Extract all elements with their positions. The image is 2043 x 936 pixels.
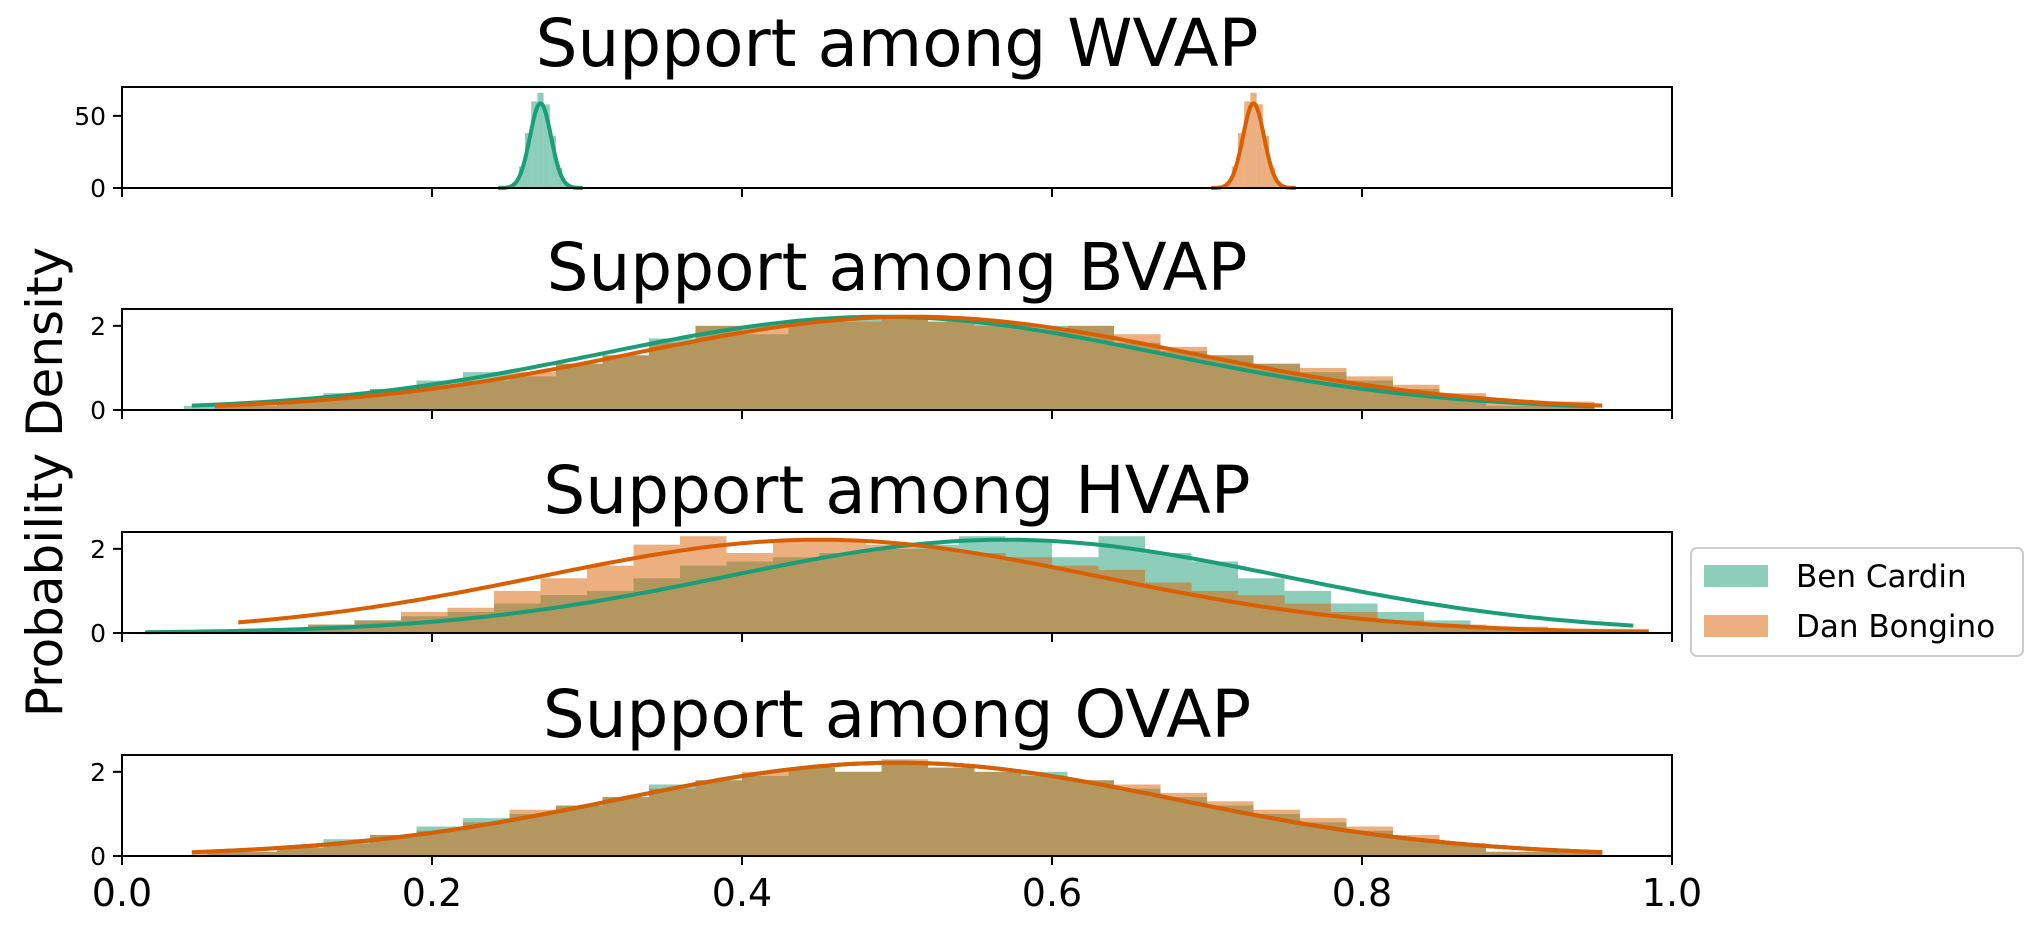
histogram-bar <box>974 325 1021 410</box>
histogram-bar <box>1067 780 1114 856</box>
panel-hvap: Support among HVAP 02 <box>90 452 1673 648</box>
histogram-bar <box>649 788 696 856</box>
x-tick-label: 1.0 <box>1642 871 1702 915</box>
histogram-bar <box>1238 133 1245 188</box>
y-tick-label: 0 <box>90 174 106 203</box>
legend: Ben Cardin Dan Bongino <box>1690 547 2024 657</box>
histogram-bar <box>556 167 563 188</box>
kde-line <box>214 314 1603 408</box>
histogram-bar <box>525 133 532 188</box>
plot-area-hvap: 02 <box>90 531 1673 648</box>
histogram-bar <box>1231 166 1238 188</box>
plot-area-wvap: 0 50 <box>74 86 1673 203</box>
histogram-bar <box>556 805 603 856</box>
histogram-bar <box>742 325 789 410</box>
histogram-bar <box>215 405 277 410</box>
legend-swatch-dan-bongino <box>1704 615 1768 637</box>
histogram-bar <box>866 544 913 633</box>
histogram-bar <box>191 851 277 856</box>
y-tick-label: 50 <box>74 102 106 131</box>
legend-swatch-ben-cardin <box>1704 565 1768 587</box>
histogram-bar <box>1250 92 1257 188</box>
plot-area-bvap: 02 <box>90 308 1673 425</box>
legend-label: Dan Bongino <box>1796 609 1995 645</box>
x-tick-label: 0.4 <box>712 871 772 915</box>
x-tick-label: 0.2 <box>402 871 462 915</box>
panel-title: Support among WVAP <box>536 5 1259 82</box>
histogram-bar <box>1244 101 1251 188</box>
x-tick-label: 0.8 <box>1332 871 1392 915</box>
histogram-bar <box>1486 851 1603 856</box>
histogram-bar <box>1262 136 1269 188</box>
histogram-bar <box>788 767 835 856</box>
histogram-bar <box>531 101 538 188</box>
histogram-bar <box>509 372 556 410</box>
x-tick-labels: 0.0 0.2 0.4 0.6 0.8 1.0 <box>92 871 1702 915</box>
histogram-bar <box>835 321 882 410</box>
kde-line <box>238 537 1649 634</box>
kde-line <box>145 537 1634 635</box>
kde-line <box>1211 101 1296 190</box>
kde-line <box>191 760 1603 855</box>
histogram-bar <box>543 104 550 188</box>
histogram-bar <box>773 540 820 633</box>
histogram-bar <box>695 780 742 856</box>
histogram-bar <box>463 380 510 410</box>
axes-frame <box>121 86 1673 189</box>
y-tick-label: 2 <box>90 758 106 787</box>
histogram-bar <box>1021 776 1068 856</box>
y-axis-label: Probability Density <box>16 247 74 717</box>
histogram-bar <box>1256 104 1263 188</box>
histogram-bar <box>1021 330 1068 410</box>
histogram-bar <box>974 771 1021 856</box>
histogram-bar <box>881 759 928 856</box>
y-tick-label: 2 <box>90 312 106 341</box>
axes-frame <box>121 308 1673 411</box>
axes-frame <box>121 531 1673 634</box>
histogram-bar <box>1238 595 1285 633</box>
histogram-bar <box>912 548 959 633</box>
histogram-bar <box>323 843 370 856</box>
panel-ovap: Support among OVAP 02 <box>90 676 1673 871</box>
histogram-bar <box>518 166 525 188</box>
plot-area-ovap: 02 <box>90 754 1673 871</box>
y-tick-label: 0 <box>90 396 106 425</box>
histogram-bar <box>1424 624 1486 633</box>
panel-bvap: Support among BVAP 02 <box>90 229 1673 425</box>
histogram-bar <box>881 317 928 410</box>
panel-title: Support among HVAP <box>543 452 1250 529</box>
histogram-bar <box>277 401 324 410</box>
y-tick-label: 2 <box>90 535 106 564</box>
legend-label: Ben Cardin <box>1796 559 1967 595</box>
histogram-bar <box>602 355 649 410</box>
histogram-bar <box>1284 603 1331 633</box>
histogram-bar <box>537 92 544 188</box>
histogram-bar <box>1269 167 1276 188</box>
y-tick-label: 0 <box>90 619 106 648</box>
histogram-bar <box>649 342 696 410</box>
histogram-bar <box>1005 557 1052 633</box>
panel-title: Support among OVAP <box>543 676 1251 753</box>
histogram-bar <box>835 771 882 856</box>
histogram-bar <box>959 553 1006 633</box>
histogram-bar <box>726 553 773 633</box>
axes-frame <box>121 754 1673 857</box>
histogram-bar <box>277 847 324 856</box>
x-tick-label: 0.6 <box>1022 871 1082 915</box>
legend-frame <box>1690 547 2024 657</box>
histogram-bar <box>742 771 789 856</box>
y-tick-label: 0 <box>90 842 106 871</box>
x-tick-label: 0.0 <box>92 871 152 915</box>
histogram-bar <box>928 767 975 856</box>
panel-title: Support among BVAP <box>547 229 1248 306</box>
histogram-bar <box>928 321 975 410</box>
histogram-bar <box>788 321 835 410</box>
panel-wvap: Support among WVAP 0 50 <box>74 5 1673 203</box>
kde-line <box>498 101 583 190</box>
histogram-bar <box>556 363 603 410</box>
histogram-bar <box>602 797 649 856</box>
histogram-bar <box>549 136 556 188</box>
